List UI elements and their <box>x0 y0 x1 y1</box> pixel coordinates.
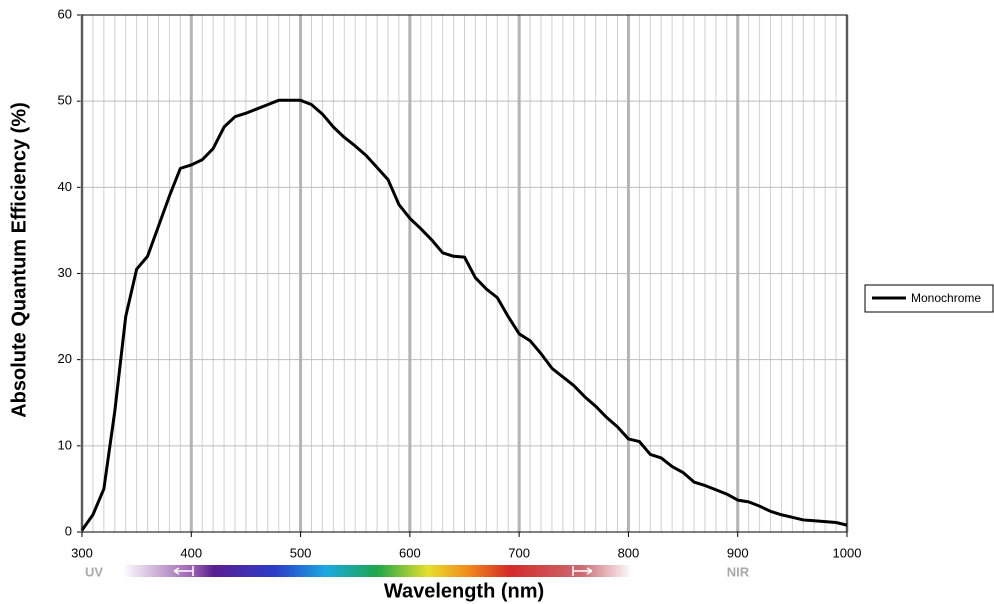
x-tick-label: 600 <box>399 545 421 560</box>
y-tick-label: 50 <box>58 93 72 108</box>
x-axis-label: Wavelength (nm) <box>384 580 544 602</box>
spectrum-bar <box>122 565 632 577</box>
legend-label: Monochrome <box>911 291 981 305</box>
x-tick-label: 700 <box>508 545 530 560</box>
x-tick-label: 300 <box>71 545 93 560</box>
uv-label: UV <box>85 564 103 579</box>
x-tick-label: 800 <box>618 545 640 560</box>
x-tick-label: 500 <box>290 545 312 560</box>
y-tick-label: 0 <box>65 523 72 538</box>
nir-label: NIR <box>727 564 750 579</box>
x-tick-label: 1000 <box>833 545 862 560</box>
y-axis-label: Absolute Quantum Efficiency (%) <box>8 102 30 418</box>
x-tick-label: 900 <box>727 545 749 560</box>
y-tick-label: 60 <box>58 6 72 21</box>
y-tick-label: 40 <box>58 179 72 194</box>
y-tick-label: 10 <box>58 437 72 452</box>
x-tick-label: 400 <box>180 545 202 560</box>
y-tick-label: 20 <box>58 351 72 366</box>
range-arrows <box>173 566 593 576</box>
y-tick-label: 30 <box>58 265 72 280</box>
data-line <box>80 98 848 532</box>
plot-frame <box>81 14 848 533</box>
